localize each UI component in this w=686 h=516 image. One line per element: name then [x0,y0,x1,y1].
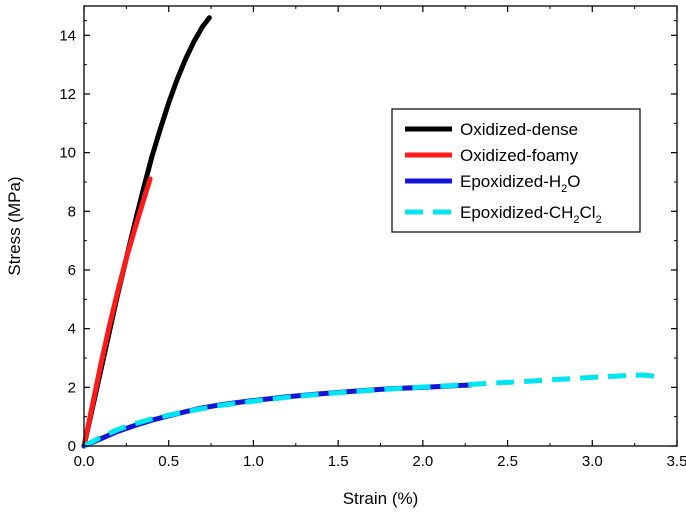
legend-subscript: 2 [573,214,579,226]
legend-label-4: Epoxidized-CH2Cl2 [460,203,602,226]
x-axis-title: Strain (%) [343,489,419,508]
legend: Oxidized-dense Oxidized-foamy Epoxidized-H… [391,108,641,233]
y-tick-label: 14 [59,27,76,44]
x-tick-label: 1.5 [328,453,349,470]
y-tick-label: 2 [68,379,76,396]
y-tick-label: 8 [68,203,76,220]
x-tick-label: 3.5 [667,453,686,470]
x-tick-label: 2.5 [497,453,518,470]
x-tick-label: 3.0 [582,453,603,470]
x-tick-label: 2.0 [412,453,433,470]
y-tick-label: 10 [59,145,76,162]
legend-subscript: 2 [561,183,567,195]
legend-label-text: Epoxidized-H [460,172,561,191]
legend-label-2: Oxidized-foamy [460,146,579,165]
y-tick-label: 4 [68,321,76,338]
legend-label-text: Oxidized-foamy [460,146,579,165]
y-tick-label: 0 [68,438,76,455]
y-tick-label: 6 [68,262,76,279]
x-tick-label: 1.0 [243,453,264,470]
legend-subscript: 2 [596,214,602,226]
x-tick-label: 0.5 [158,453,179,470]
y-tick-label: 12 [59,86,76,103]
x-tick-label: 0.0 [74,453,95,470]
series-line-2 [81,176,153,449]
y-axis-title: Stress (MPa) [5,176,24,275]
legend-label-text: Epoxidized-CH [460,203,573,222]
legend-label-1: Oxidized-dense [460,120,578,139]
legend-label-text: O [567,172,580,191]
legend-label-text: Oxidized-dense [460,120,578,139]
series-line-4 [82,372,657,449]
axes-layer: 0.0 0.5 1.0 1.5 2.0 2.5 3.0 3.5 0 2 4 6 8 10 12 14 [59,5,686,470]
legend-label-3: Epoxidized-H2O [460,172,580,195]
series-layer [81,15,657,449]
legend-label-text: Cl [580,203,596,222]
